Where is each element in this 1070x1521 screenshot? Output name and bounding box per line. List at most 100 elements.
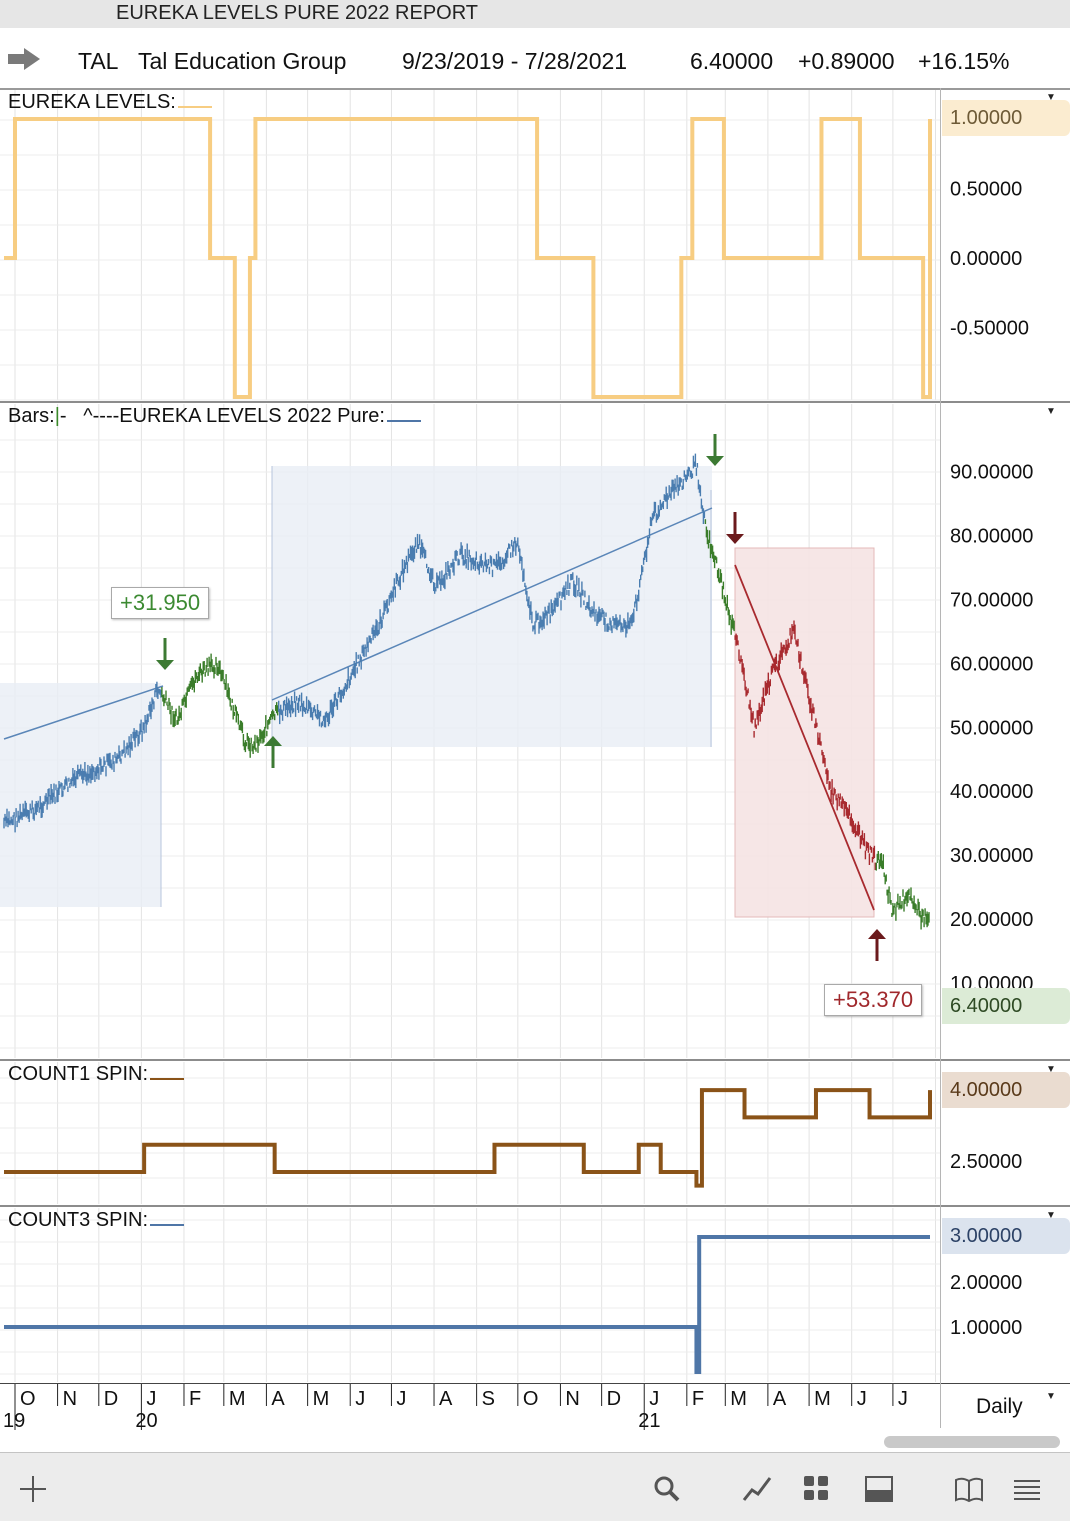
panel-divider[interactable]: [0, 1059, 1070, 1061]
x-month-label: N: [565, 1388, 579, 1410]
date-range: 9/23/2019 - 7/28/2021: [402, 48, 628, 74]
x-month-label: J: [857, 1388, 867, 1410]
last-price: 6.40000: [690, 48, 774, 74]
y-tick-label: 20.00000: [950, 909, 1033, 931]
y-tick-label: 30.00000: [950, 845, 1033, 867]
eureka-label-text: EUREKA LEVELS:: [8, 91, 176, 113]
x-month-label: F: [189, 1388, 201, 1410]
panel-icon[interactable]: [862, 1472, 896, 1506]
x-month-label: F: [692, 1388, 704, 1410]
eureka-panel-label: EUREKA LEVELS:: [8, 91, 212, 114]
window-title: EUREKA LEVELS PURE 2022 REPORT: [116, 2, 479, 24]
y-tick-label: 2.00000: [950, 1272, 1022, 1294]
chevron-down-icon[interactable]: ▼: [1046, 406, 1056, 417]
eureka-current-value: 1.00000: [942, 100, 1070, 136]
y-tick-label: 70.00000: [950, 590, 1033, 612]
pure-legend-swatch: [386, 420, 421, 422]
x-month-label: D: [607, 1388, 621, 1410]
grid-icon[interactable]: [800, 1472, 834, 1506]
panel-divider[interactable]: [0, 1205, 1070, 1207]
bars-legend-swatch: |: [54, 405, 60, 427]
trend-line: [271, 507, 713, 701]
count1-panel-label: COUNT1 SPIN:: [8, 1063, 185, 1086]
draw-line-icon[interactable]: [740, 1472, 774, 1506]
arrow-head: [868, 929, 886, 939]
horizontal-scrollbar[interactable]: [884, 1436, 1060, 1448]
x-month-label: A: [773, 1388, 787, 1410]
chevron-down-icon[interactable]: ▼: [1046, 1210, 1056, 1221]
symbol[interactable]: TAL: [78, 48, 119, 74]
book-icon[interactable]: [952, 1472, 986, 1506]
y-tick-label: 2.50000: [950, 1151, 1022, 1173]
region-edge: [734, 547, 875, 918]
y-tick-label: 80.00000: [950, 526, 1033, 548]
trend-line: [734, 564, 875, 911]
x-month-label: J: [146, 1388, 156, 1410]
x-month-label: M: [313, 1388, 330, 1410]
bars-panel-label: Bars:|- ^----EUREKA LEVELS 2022 Pure:: [8, 405, 421, 428]
count3-legend-swatch: [150, 1224, 185, 1226]
y-tick-label: 0.50000: [950, 179, 1022, 201]
y-tick-label: 90.00000: [950, 462, 1033, 484]
eureka-level-series: [4, 117, 932, 399]
count1-spin-series: [4, 1088, 932, 1188]
y-tick-label: -0.50000: [950, 318, 1029, 340]
chevron-down-icon[interactable]: ▼: [1046, 1064, 1056, 1075]
eureka-legend-swatch: [177, 106, 212, 108]
x-month-label: M: [229, 1388, 246, 1410]
x-year-label: 20: [135, 1410, 157, 1432]
count3-panel-label: COUNT3 SPIN:: [8, 1209, 185, 1232]
axis-separator: [940, 88, 941, 1428]
x-month-label: J: [396, 1388, 406, 1410]
price-current-value: 6.40000: [942, 988, 1070, 1024]
gain-callout-up: +31.950: [111, 587, 210, 619]
y-tick-label: 0.00000: [950, 248, 1022, 270]
bars-label-main: ^----EUREKA LEVELS 2022 Pure:: [83, 405, 385, 427]
chart-canvas[interactable]: 0.50000 0.00000 -0.50000 90.00000 80.00000 70…: [0, 0, 1070, 1452]
count3-spin-series: [4, 1235, 930, 1374]
count1-legend-swatch: [150, 1078, 185, 1080]
company-name: Tal Education Group: [138, 48, 347, 74]
panel-divider[interactable]: [0, 401, 1070, 403]
x-year-label: 19: [3, 1410, 25, 1432]
count1-current-value: 4.00000: [942, 1072, 1070, 1108]
arrow-down-icon: [156, 638, 174, 670]
y-tick-label: 50.00000: [950, 717, 1033, 739]
x-month-label: D: [104, 1388, 118, 1410]
count3-label-text: COUNT3 SPIN:: [8, 1209, 149, 1231]
trend-line: [3, 685, 164, 740]
arrow-up-icon: [264, 736, 282, 768]
count3-current-value: 3.00000: [942, 1218, 1070, 1254]
y-tick-label: 40.00000: [950, 781, 1033, 803]
interval-selector[interactable]: Daily: [976, 1395, 1023, 1418]
x-month-label: J: [649, 1388, 659, 1410]
arrow-down-icon: [726, 512, 744, 544]
x-month-label: N: [63, 1388, 77, 1410]
percent-change: +16.15%: [918, 48, 1010, 74]
chevron-down-icon[interactable]: ▼: [1046, 92, 1056, 103]
price-change: +0.89000: [798, 48, 895, 74]
arrow-right-icon[interactable]: [6, 40, 46, 80]
x-month-label: S: [482, 1388, 495, 1410]
y-tick-label: 1.00000: [950, 1317, 1022, 1339]
downtrend-region: [735, 548, 874, 917]
arrow-head: [156, 660, 174, 670]
plus-icon[interactable]: [16, 1472, 50, 1506]
x-month-label: M: [730, 1388, 747, 1410]
search-icon[interactable]: [650, 1472, 684, 1506]
arrow-up-icon: [868, 929, 886, 961]
arrow-down-icon: [706, 434, 724, 466]
chevron-down-icon[interactable]: ▼: [1046, 1391, 1056, 1402]
x-month-label: J: [898, 1388, 908, 1410]
x-month-label: A: [271, 1388, 285, 1410]
x-year-label: 21: [638, 1410, 660, 1432]
y-tick-label: 60.00000: [950, 653, 1033, 675]
menu-icon[interactable]: [1010, 1472, 1044, 1506]
count1-label-text: COUNT1 SPIN:: [8, 1063, 149, 1085]
x-month-label: O: [20, 1388, 36, 1410]
symbol-info-bar: TAL Tal Education Group 9/23/2019 - 7/28…: [0, 28, 1070, 90]
x-month-label: M: [814, 1388, 831, 1410]
bottom-toolbar: [0, 1452, 1070, 1521]
x-month-label: J: [355, 1388, 365, 1410]
arrow-head: [264, 736, 282, 746]
